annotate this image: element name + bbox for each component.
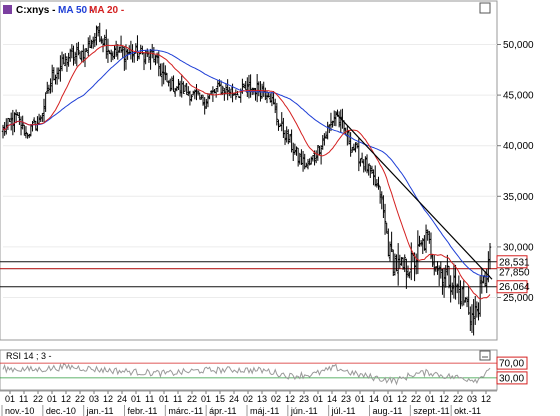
y-tick-label: 30,000 xyxy=(503,242,534,253)
y-tick-label: 50,000 xyxy=(503,40,534,51)
x-day-label: 12 xyxy=(439,394,449,404)
x-day-label: 01 xyxy=(425,394,435,404)
x-day-label: 23 xyxy=(341,394,351,404)
x-day-label: 11 xyxy=(145,394,154,404)
x-day-label: 02 xyxy=(243,394,253,404)
x-day-label: 24 xyxy=(117,394,127,404)
x-day-label: 11 xyxy=(173,394,182,404)
x-day-label: 22 xyxy=(75,394,85,404)
x-day-label: 01 xyxy=(159,394,169,404)
ma20-legend: MA 20 - xyxy=(89,5,124,16)
x-month-label: szept.-11 xyxy=(413,406,449,416)
x-day-label: 03 xyxy=(89,394,99,404)
x-day-label: 22 xyxy=(187,394,197,404)
x-day-label: 01 xyxy=(47,394,57,404)
level-label: 28,531 xyxy=(499,257,530,268)
panel-collapse-button[interactable] xyxy=(479,350,491,361)
grid-lines xyxy=(3,43,497,299)
rsi-level-box xyxy=(496,356,528,370)
x-day-label: 22 xyxy=(411,394,421,404)
x-month-label: márc.-11 xyxy=(168,406,203,416)
x-day-label: 14 xyxy=(327,394,337,404)
rsi-title: RSI 14 ; 3 - xyxy=(6,351,52,361)
level-label-box xyxy=(496,280,528,294)
symbol-label: C:xnys - xyxy=(16,5,55,16)
x-day-label: 12 xyxy=(61,394,71,404)
x-month-label: aug.-11 xyxy=(373,406,403,416)
x-day-label: 01 xyxy=(131,394,141,404)
y-tick-label: 40,000 xyxy=(503,141,534,152)
x-day-label: 12 xyxy=(103,394,113,404)
x-month-label: okt.-11 xyxy=(454,406,481,416)
x-day-label: 02 xyxy=(271,394,281,404)
level-label: 27,850 xyxy=(499,268,530,279)
x-day-label: 22 xyxy=(453,394,463,404)
x-day-label: 03 xyxy=(467,394,477,404)
rsi-grid xyxy=(0,362,497,379)
level-label-box xyxy=(496,255,528,269)
price-panel xyxy=(0,0,498,341)
x-day-label: 14 xyxy=(369,394,379,404)
rsi-level-box xyxy=(496,371,528,385)
date-axis: 01 11 22 01 12 22 03 12 24 01 11 01 11 22 01 15 24 02 13 02… xyxy=(0,390,497,416)
x-month-label: jún.-11 xyxy=(290,406,318,416)
x-day-label: 01 xyxy=(201,394,211,404)
x-day-label: 12 xyxy=(397,394,407,404)
x-month-label: máj.-11 xyxy=(250,406,279,416)
rsi-level-label: 30,00 xyxy=(499,373,524,384)
rsi-level-labels: 70,00 30,00 xyxy=(496,356,528,385)
rsi-panel xyxy=(0,349,498,391)
x-day-label: 12 xyxy=(481,394,491,404)
level-label: 26,064 xyxy=(499,282,530,293)
x-day-label: 23 xyxy=(299,394,309,404)
x-month-label: febr.-11 xyxy=(128,406,158,416)
ma50-legend: MA 50 - xyxy=(58,5,93,16)
x-day-label: 13 xyxy=(257,394,267,404)
ma50-line xyxy=(2,49,491,278)
x-day-label: 01 xyxy=(313,394,323,404)
x-month-label: jan.-11 xyxy=(86,406,114,416)
y-tick-label: 25,000 xyxy=(503,293,534,304)
candlesticks xyxy=(1,22,492,336)
horizontal-levels xyxy=(0,261,497,288)
price-axis: 50,000 45,000 40,000 35,000 30,000 25,000 xyxy=(497,40,534,304)
rsi-line xyxy=(2,363,491,386)
y-tick-label: 35,000 xyxy=(503,192,534,203)
y-tick-label: 45,000 xyxy=(503,91,534,102)
trend-line xyxy=(335,112,493,280)
maximize-button[interactable] xyxy=(479,2,491,14)
chart-logo-icon xyxy=(3,5,12,14)
x-day-label: 15 xyxy=(215,394,225,404)
x-day-label: 01 xyxy=(355,394,365,404)
x-day-label: 24 xyxy=(229,394,239,404)
x-month-label: ápr.-11 xyxy=(209,406,236,416)
x-month-label: nov.-10 xyxy=(5,406,34,416)
x-month-label: dec.-10 xyxy=(46,406,76,416)
minimize-icon xyxy=(479,350,491,361)
rsi-level-label: 70,00 xyxy=(499,359,524,370)
ma20-line xyxy=(2,44,491,300)
x-month-label: júl.-11 xyxy=(331,406,356,416)
x-day-label: 11 xyxy=(19,394,28,404)
x-day-label: 12 xyxy=(285,394,295,404)
x-day-label: 22 xyxy=(33,394,43,404)
x-day-label: 01 xyxy=(5,394,15,404)
square-icon xyxy=(479,2,491,14)
x-day-label: 01 xyxy=(383,394,393,404)
